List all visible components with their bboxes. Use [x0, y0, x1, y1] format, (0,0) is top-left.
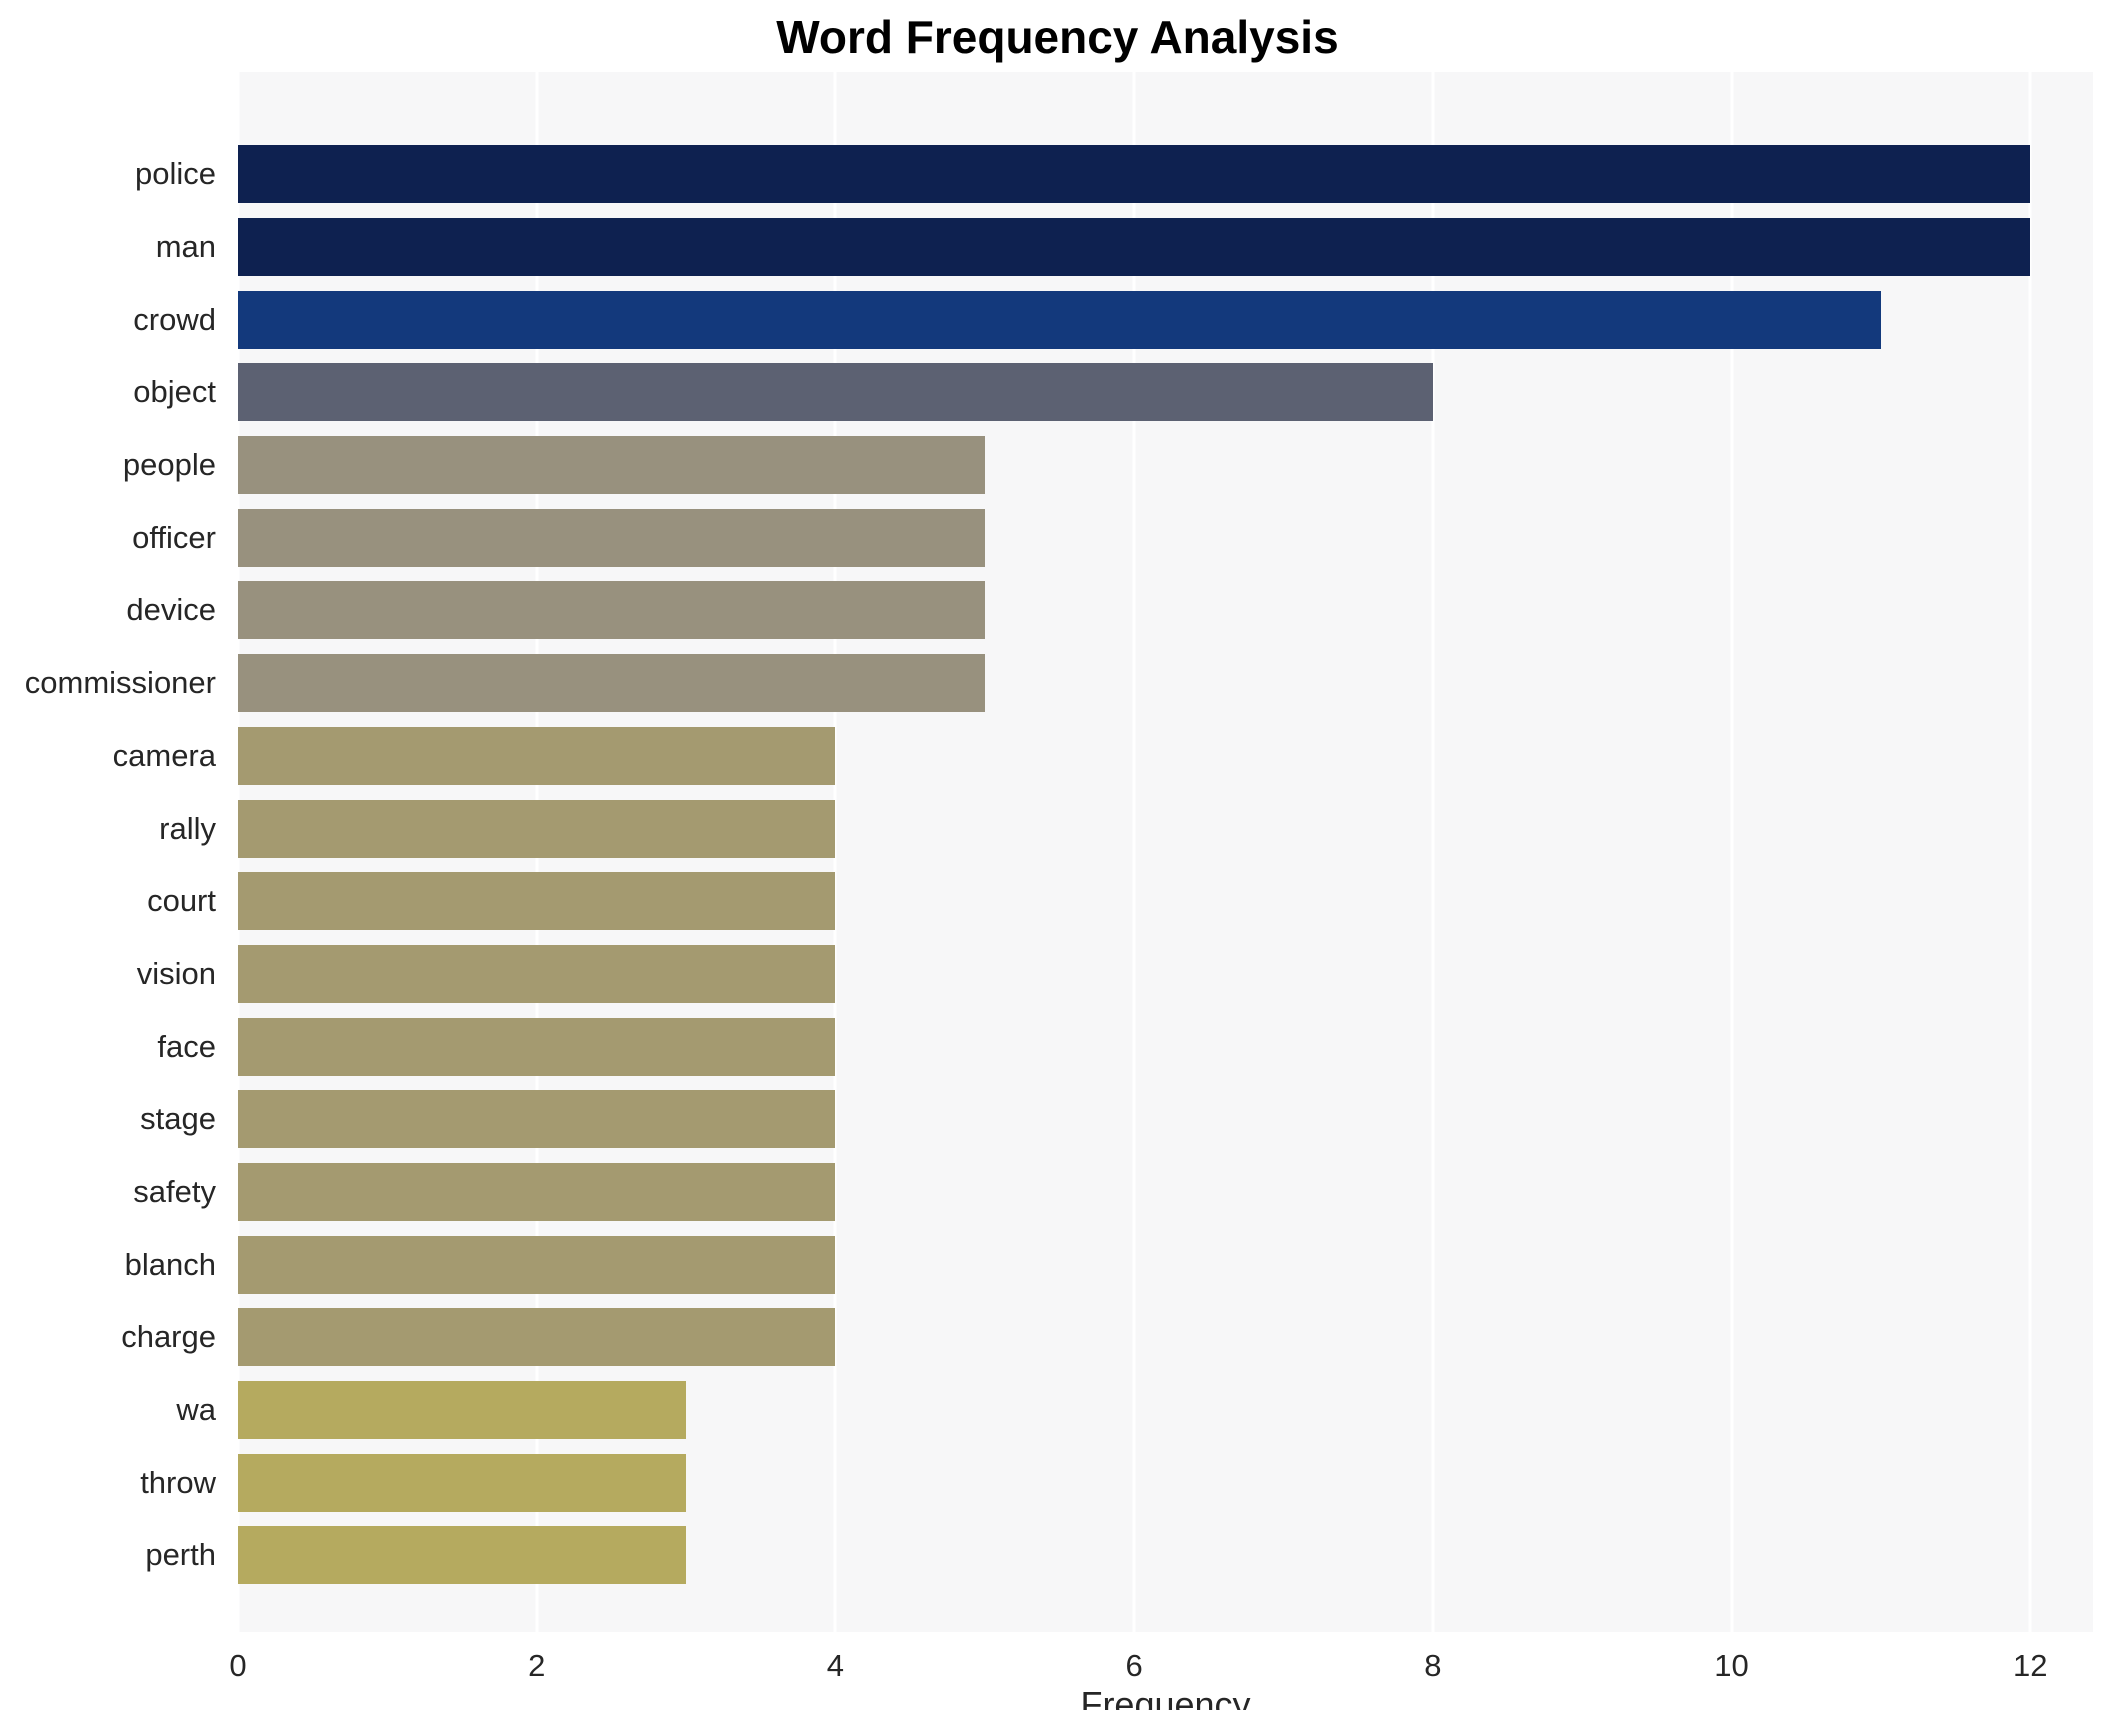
bar: [238, 872, 836, 931]
x-axis-label: Frequency: [1080, 1684, 1251, 1710]
bar-rows: police man crowd object people officer device c…: [25, 138, 2093, 1592]
category-label: court: [147, 883, 216, 919]
bar-row: object: [133, 356, 2093, 429]
bar: [238, 726, 836, 785]
category-label: crowd: [133, 301, 216, 337]
bar-row: vision: [137, 938, 2093, 1011]
bar-row: crowd: [133, 283, 2093, 356]
x-tick-label: 12: [2013, 1648, 2048, 1683]
bar-row: commissioner: [25, 647, 2093, 720]
x-tick-label: 2: [528, 1648, 546, 1683]
bar: [238, 1381, 687, 1440]
x-tick-label: 8: [1424, 1648, 1442, 1683]
category-label: wa: [176, 1392, 216, 1428]
gridline: [1730, 72, 1734, 1632]
category-label: perth: [145, 1537, 216, 1573]
gridline: [1132, 72, 1136, 1632]
category-label: throw: [140, 1464, 216, 1500]
bar-row: stage: [140, 1083, 2093, 1156]
category-label: device: [126, 592, 216, 628]
bar-row: perth: [145, 1519, 2093, 1592]
bar-row: wa: [176, 1374, 2093, 1447]
bar: [238, 1017, 836, 1076]
bar-row: officer: [132, 501, 2093, 574]
bar: [238, 1453, 687, 1512]
bar: [238, 1308, 836, 1367]
bar-row: blanch: [125, 1228, 2093, 1301]
plot-area: police man crowd object people officer device c…: [25, 72, 2093, 1632]
bar-row: throw: [140, 1446, 2093, 1519]
bar: [238, 1526, 687, 1585]
gridline: [1431, 72, 1435, 1632]
bar-row: police: [135, 138, 2093, 211]
x-tick-label: 0: [229, 1648, 247, 1683]
bar: [238, 363, 1433, 422]
category-label: stage: [140, 1101, 216, 1137]
category-label: object: [133, 374, 216, 410]
category-label: officer: [132, 519, 216, 555]
category-label: charge: [121, 1319, 216, 1355]
category-label: safety: [133, 1173, 216, 1209]
bar: [238, 1235, 836, 1294]
bar: [238, 436, 985, 495]
bar-row: safety: [133, 1156, 2093, 1229]
category-label: police: [135, 156, 216, 192]
bar: [238, 290, 1881, 349]
category-label: commissioner: [24, 665, 216, 701]
bar-row: court: [147, 865, 2093, 938]
bar-row: face: [157, 1010, 2093, 1083]
bar: [238, 218, 2031, 277]
x-axis-ticks: 0 2 4 6 8 10 12: [229, 1648, 2093, 1688]
category-label: vision: [136, 955, 216, 991]
gridline: [2028, 72, 2032, 1632]
bar: [238, 654, 985, 713]
category-label: rally: [159, 810, 216, 846]
gridline: [833, 72, 837, 1632]
bar-row: camera: [113, 720, 2093, 793]
x-tick-label: 4: [826, 1648, 845, 1683]
category-label: blanch: [124, 1246, 216, 1282]
category-label: camera: [112, 737, 216, 773]
bar: [238, 581, 985, 640]
bar-row: man: [156, 211, 2093, 284]
chart-title: Word Frequency Analysis: [776, 11, 1339, 63]
x-tick-label: 10: [1714, 1648, 1749, 1683]
bar: [238, 145, 2031, 204]
category-label: people: [122, 447, 216, 483]
bar: [238, 944, 836, 1003]
category-label: man: [155, 229, 216, 265]
bar-row: people: [123, 429, 2093, 502]
bar: [238, 1090, 836, 1149]
category-label: face: [157, 1028, 216, 1064]
bar: [238, 1162, 836, 1221]
bar: [238, 508, 985, 567]
bar-row: charge: [121, 1301, 2093, 1374]
x-tick-label: 6: [1125, 1648, 1143, 1683]
bar-row: device: [126, 574, 2093, 647]
bar: [238, 799, 836, 858]
bar-row: rally: [159, 792, 2093, 865]
